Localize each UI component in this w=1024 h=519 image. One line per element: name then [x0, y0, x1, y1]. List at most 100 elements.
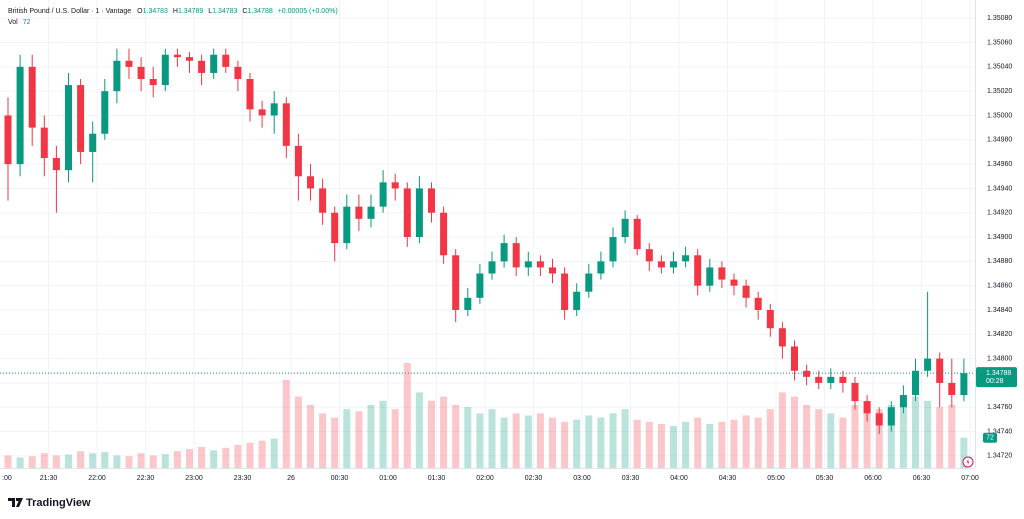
volume-bar — [524, 415, 532, 468]
countdown-label: 00:28 — [986, 378, 1004, 385]
brand-logo: TradingView — [8, 497, 91, 509]
volume-bar — [585, 415, 593, 468]
volume-bar — [65, 454, 72, 468]
volume-bar — [161, 454, 169, 468]
volume-bar — [198, 447, 206, 468]
y-tick-label: 1.34840 — [987, 307, 1012, 314]
volume-bar — [186, 449, 193, 468]
candle-body — [839, 376, 847, 383]
candle-body — [65, 85, 72, 171]
candle-body — [428, 188, 435, 213]
volume-bar — [28, 456, 36, 468]
volume-bar — [778, 392, 786, 468]
y-tick-label: 1.35040 — [987, 64, 1012, 71]
y-tick-label: 1.34940 — [987, 185, 1012, 192]
candle-body — [4, 115, 12, 165]
volume-bar — [488, 409, 496, 468]
volume-layer — [4, 363, 968, 468]
y-tick-label: 1.34820 — [987, 331, 1012, 338]
y-tick-label: 1.34960 — [987, 161, 1012, 168]
candle-body — [403, 188, 411, 238]
last-price-box — [976, 367, 1017, 388]
candle-body — [851, 382, 859, 402]
candle-body — [415, 188, 423, 238]
volume-bar — [125, 456, 133, 468]
volume-bar — [16, 457, 24, 468]
volume-bar — [4, 455, 12, 468]
brand-name: TradingView — [26, 497, 91, 509]
volume-bar — [887, 405, 895, 468]
candle-body — [633, 218, 641, 250]
volume-bar — [924, 400, 932, 468]
candle-body — [512, 243, 520, 268]
volume-bar — [657, 423, 665, 468]
candle-body — [645, 249, 653, 262]
volume-bar — [682, 421, 690, 468]
x-tick-label: 05:30 — [816, 475, 834, 482]
candle-body — [718, 267, 726, 280]
candle-body — [742, 285, 750, 298]
volume-bar — [307, 405, 314, 468]
candle-body — [40, 127, 48, 159]
volume-bar — [234, 444, 242, 468]
volume-bar — [464, 407, 472, 468]
legend-key: H — [173, 8, 178, 15]
x-tick-label: 01:30 — [428, 475, 446, 482]
volume-bar — [948, 405, 956, 468]
candle-body — [730, 279, 738, 286]
candle-body — [452, 255, 460, 310]
candle-body — [440, 212, 448, 256]
volume-bar — [536, 413, 544, 468]
y-tick-label: 1.34880 — [987, 258, 1012, 265]
volume-bar — [597, 417, 605, 468]
candle-body — [960, 373, 968, 396]
candle-body — [161, 54, 169, 86]
x-tick-label: 02:30 — [525, 475, 543, 482]
volume-bar — [730, 419, 738, 468]
volume-bar — [428, 400, 435, 468]
candle-body — [887, 407, 895, 426]
y-tick-label: 1.34760 — [987, 404, 1012, 411]
candle-body — [307, 176, 314, 189]
x-tick-label: 04:30 — [719, 475, 737, 482]
candle-body — [210, 54, 218, 73]
axes: 1.347201.347401.347601.347801.348001.348… — [2, 15, 1012, 482]
volume-bar — [294, 396, 302, 468]
volume-bar — [367, 405, 375, 468]
candle-body — [391, 182, 399, 189]
candle-body — [803, 370, 811, 377]
x-tick-label: 04:00 — [670, 475, 688, 482]
x-tick-label: 01:00 — [379, 475, 397, 482]
volume-bar — [766, 409, 774, 468]
volume-bar — [960, 437, 968, 468]
candle-body — [815, 376, 823, 383]
candle-body — [621, 218, 629, 238]
candle-body — [863, 401, 871, 414]
y-tick-label: 1.35060 — [987, 39, 1012, 46]
candle-body — [549, 267, 556, 274]
volume-bar — [270, 438, 278, 468]
candle-body — [246, 79, 254, 110]
candle-body — [222, 54, 230, 67]
volume-bar — [609, 413, 617, 468]
volume-bar — [52, 455, 60, 468]
legend-value: 1.34789 — [178, 8, 203, 15]
x-tick-label: 22:00 — [88, 475, 106, 482]
volume-bar — [173, 451, 181, 468]
x-tick-label: 22:30 — [137, 475, 155, 482]
volume-bar — [718, 421, 726, 468]
y-tick-label: 1.34900 — [987, 234, 1012, 241]
candle-body — [706, 267, 714, 286]
candle-body — [912, 370, 919, 396]
x-tick-label: 06:00 — [864, 475, 882, 482]
legend-value: 1.34788 — [247, 8, 272, 15]
candle-body — [270, 103, 278, 116]
candle-body — [536, 261, 544, 268]
volume-bar — [621, 409, 629, 468]
candle-body — [113, 60, 121, 92]
candle-body — [464, 297, 472, 310]
candle-body — [585, 273, 593, 292]
